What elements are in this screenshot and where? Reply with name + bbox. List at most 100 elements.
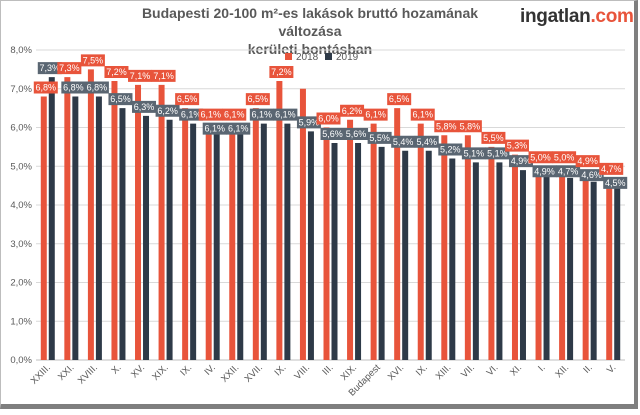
data-label-2018: 7,1% bbox=[128, 69, 153, 82]
logo-dot: . bbox=[590, 6, 596, 27]
data-label-2019: 6,1% bbox=[202, 122, 227, 135]
legend: 2018 2019 bbox=[285, 52, 359, 63]
x-tick-label: IX. bbox=[414, 362, 430, 378]
bar-2018 bbox=[40, 96, 47, 360]
bar-2019 bbox=[284, 123, 291, 360]
bar-2018 bbox=[158, 84, 165, 360]
bar-2019 bbox=[48, 77, 55, 360]
bar-2018 bbox=[64, 77, 71, 360]
bar-2019 bbox=[119, 108, 126, 360]
svg-text:6,1%: 6,1% bbox=[181, 110, 202, 120]
data-label-2018: 5,8% bbox=[434, 120, 459, 133]
data-label-2019: 6,3% bbox=[132, 100, 157, 113]
bar-2019 bbox=[519, 170, 526, 360]
x-tick-label: I. bbox=[536, 362, 548, 374]
svg-text:5,4%: 5,4% bbox=[416, 137, 437, 147]
svg-text:4,9%: 4,9% bbox=[534, 166, 555, 176]
x-tick-label: V. bbox=[605, 362, 619, 376]
y-axis-ticks: 0,0% 1,0% 2,0% 3,0% 4,0% 5,0% 6,0% 7,0% 8,0% bbox=[10, 45, 32, 366]
data-label-2019: 4,7% bbox=[556, 165, 581, 178]
bar-2018 bbox=[488, 146, 495, 360]
logo-part-2: com bbox=[595, 6, 634, 27]
svg-text:5,0%: 5,0% bbox=[554, 152, 575, 162]
bar-2018 bbox=[394, 108, 401, 360]
brand-logo: ingatlan.com bbox=[520, 6, 634, 28]
data-label-2018: 6,5% bbox=[245, 93, 270, 106]
x-tick-label: XVI. bbox=[386, 362, 406, 382]
gridlines bbox=[36, 49, 625, 361]
svg-text:5,1%: 5,1% bbox=[464, 148, 485, 158]
svg-text:5,8%: 5,8% bbox=[460, 121, 481, 131]
x-tick-label: X. bbox=[109, 362, 123, 376]
svg-text:6,1%: 6,1% bbox=[365, 110, 386, 120]
data-label-2018: 6,0% bbox=[316, 112, 341, 125]
bar-2019 bbox=[567, 177, 574, 360]
bar-2019 bbox=[143, 115, 150, 360]
svg-text:7,3%: 7,3% bbox=[59, 63, 80, 73]
data-label-2018: 6,5% bbox=[387, 93, 412, 106]
bar-2018 bbox=[299, 88, 306, 360]
svg-text:6,2%: 6,2% bbox=[342, 106, 363, 116]
y-tick-label: 1,0% bbox=[10, 316, 32, 327]
svg-text:7,2%: 7,2% bbox=[271, 67, 292, 77]
data-label-2019: 6,1% bbox=[249, 108, 274, 121]
data-label-2019: 6,8% bbox=[84, 81, 109, 94]
logo-part-1: ingatlan bbox=[520, 6, 591, 27]
data-labels: 6,8%7,3% 7,3%6,8%7,5%6,8%7,2%6,5%7,1%6,3%… bbox=[33, 54, 628, 189]
data-label-2018: 6,5% bbox=[175, 93, 200, 106]
data-label-2019: 4,5% bbox=[603, 176, 628, 189]
bars bbox=[40, 69, 621, 360]
svg-text:6,5%: 6,5% bbox=[177, 94, 198, 104]
svg-text:7,1%: 7,1% bbox=[153, 71, 174, 81]
data-label-2018: 5,3% bbox=[504, 139, 529, 152]
bar-2019 bbox=[449, 158, 456, 360]
bar-2018 bbox=[417, 123, 424, 360]
legend-label-2019: 2019 bbox=[336, 52, 359, 63]
bar-2019 bbox=[331, 143, 338, 360]
data-label-2019: 6,2% bbox=[155, 104, 180, 117]
svg-text:6,5%: 6,5% bbox=[389, 94, 410, 104]
data-label-2019: 4,9% bbox=[508, 155, 533, 168]
legend-swatch-2018 bbox=[285, 53, 292, 60]
data-label-2019: 5,9% bbox=[296, 116, 321, 129]
x-tick-label: III. bbox=[320, 362, 335, 377]
bar-2019 bbox=[472, 162, 479, 360]
legend-swatch-2019 bbox=[325, 53, 332, 60]
svg-text:4,7%: 4,7% bbox=[601, 164, 622, 174]
bar-2018 bbox=[182, 108, 189, 360]
bar-2018 bbox=[276, 81, 283, 360]
x-tick-label: IX. bbox=[178, 362, 194, 378]
bar-2019 bbox=[355, 143, 362, 360]
bar-2019 bbox=[402, 150, 409, 360]
x-tick-label: XV. bbox=[129, 362, 147, 380]
data-label-2019: 5,4% bbox=[414, 135, 439, 148]
svg-text:6,1%: 6,1% bbox=[224, 110, 245, 120]
bar-2019 bbox=[425, 150, 432, 360]
x-tick-label: VIII. bbox=[292, 362, 312, 382]
svg-text:6,1%: 6,1% bbox=[252, 110, 273, 120]
data-label-2018: 6,1% bbox=[198, 108, 223, 121]
x-tick-label: XIX. bbox=[339, 362, 359, 382]
bar-2018 bbox=[205, 123, 212, 360]
data-label-2018: 7,2% bbox=[269, 66, 294, 78]
svg-text:7,2%: 7,2% bbox=[106, 67, 127, 77]
data-label-2018: 4,7% bbox=[599, 162, 624, 175]
y-tick-label: 0,0% bbox=[10, 355, 32, 366]
data-label-2018: 7,5% bbox=[80, 54, 105, 67]
y-tick-label: 8,0% bbox=[10, 45, 32, 56]
bar-2019 bbox=[496, 162, 503, 360]
svg-text:5,4%: 5,4% bbox=[393, 137, 414, 147]
data-label-2019: 6,1% bbox=[273, 108, 298, 121]
bar-2019 bbox=[307, 131, 314, 360]
x-tick-label: VI. bbox=[485, 362, 501, 378]
data-label-2019: 6,5% bbox=[108, 93, 133, 106]
title-line-1: Budapesti 20-100 m²-es lakások bruttó ho… bbox=[141, 5, 479, 39]
x-tick-label: XVII. bbox=[243, 362, 265, 384]
svg-text:4,7%: 4,7% bbox=[558, 166, 579, 176]
data-label-2018: 7,3% bbox=[57, 62, 82, 75]
bar-2018 bbox=[464, 135, 471, 360]
svg-text:5,3%: 5,3% bbox=[507, 141, 528, 151]
data-label-2018: 5,5% bbox=[481, 131, 506, 144]
svg-text:5,5%: 5,5% bbox=[483, 133, 504, 143]
x-tick-label: VII. bbox=[459, 362, 477, 380]
